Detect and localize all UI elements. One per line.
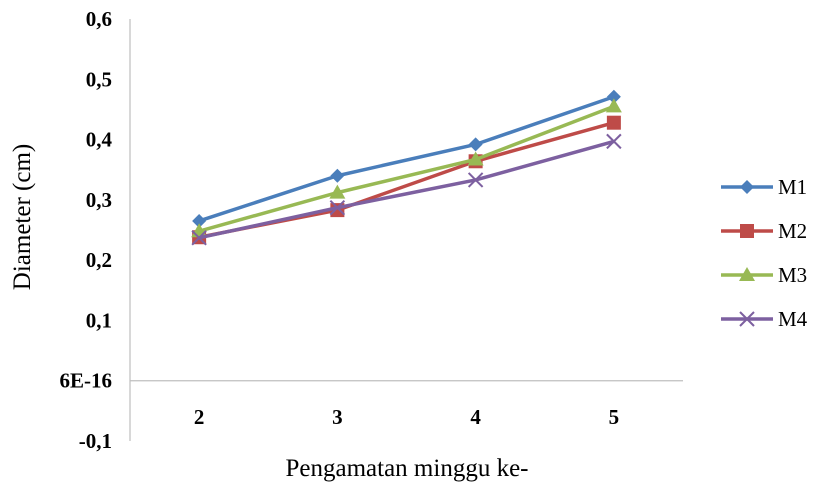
- x-axis-title: Pengamatan minggu ke-: [286, 455, 529, 482]
- series-m1: [192, 89, 621, 228]
- series-line: [198, 95, 615, 223]
- x-tick-label: 5: [609, 405, 620, 429]
- data-point: [192, 213, 207, 228]
- legend-marker: [740, 224, 754, 238]
- data-point: [330, 168, 345, 183]
- legend-item-m1: M1: [721, 175, 807, 199]
- x-tick-label: 4: [470, 405, 481, 429]
- data-point: [467, 151, 484, 166]
- legend-label: M3: [778, 263, 807, 287]
- x-tick-label: 3: [332, 405, 343, 429]
- y-tick-label: 0,1: [86, 308, 112, 332]
- series-m3: [191, 98, 622, 238]
- legend-label: M4: [778, 307, 808, 331]
- y-tick-label: 0,4: [86, 128, 113, 152]
- legend-label: M1: [778, 175, 807, 199]
- y-tick-label: 0,5: [86, 67, 112, 91]
- legend-marker: [739, 311, 755, 327]
- legend-label: M2: [778, 219, 807, 243]
- series-line: [198, 139, 615, 240]
- data-point: [606, 133, 622, 150]
- data-point: [329, 184, 346, 199]
- series-layer: [191, 89, 622, 246]
- legend-marker: [739, 267, 755, 281]
- y-axis-title: Diameter (cm): [9, 144, 36, 290]
- y-tick-label: 0,3: [86, 188, 112, 212]
- y-tick-label: 6E-16: [60, 369, 113, 393]
- series-line: [198, 104, 615, 233]
- data-point: [467, 172, 484, 188]
- y-axis-ticks: 0,6 0,5 0,4 0,3 0,2 0,1 6E-16 -0,1: [60, 7, 113, 453]
- data-point: [191, 230, 207, 246]
- y-tick-label: 0,6: [86, 7, 112, 31]
- data-point: [329, 199, 346, 216]
- series-m4: [191, 133, 622, 246]
- x-tick-label: 2: [194, 405, 205, 429]
- legend-item-m4: M4: [721, 307, 808, 331]
- data-point: [605, 98, 622, 113]
- legend-marker: [740, 180, 754, 194]
- y-tick-label: 0,2: [86, 248, 112, 272]
- data-point: [606, 115, 621, 130]
- series-line: [198, 121, 615, 239]
- legend-item-m3: M3: [721, 263, 807, 287]
- x-axis-ticks: 2 3 4 5: [194, 405, 619, 429]
- data-point: [606, 89, 621, 104]
- legend: M1 M2 M3 M4: [721, 175, 808, 331]
- y-tick-label: -0,1: [79, 429, 112, 453]
- data-point: [468, 137, 483, 152]
- legend-item-m2: M2: [721, 219, 807, 243]
